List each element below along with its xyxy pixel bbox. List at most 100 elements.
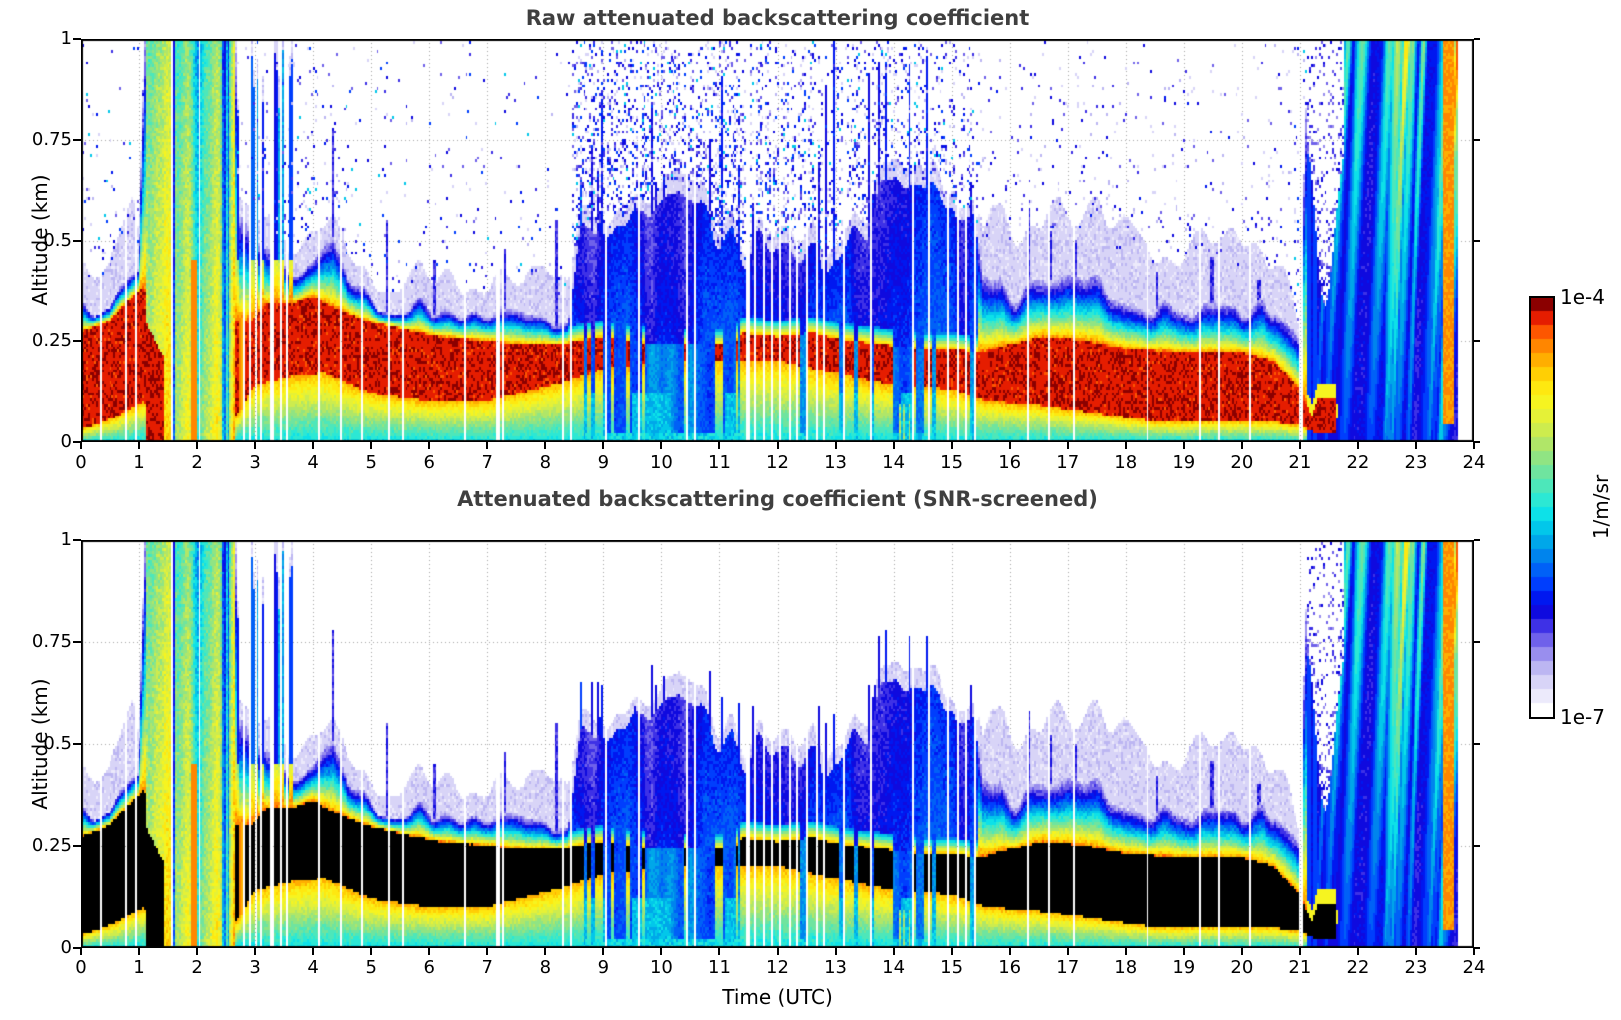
x-tick-label: 1 — [133, 957, 145, 978]
x-tick — [834, 948, 837, 955]
x-tick-label: 24 — [1462, 957, 1486, 978]
colorbar — [1529, 296, 1555, 719]
x-tick-label: 21 — [1288, 452, 1312, 473]
x-tick — [1008, 948, 1011, 955]
x-tick — [1414, 442, 1417, 449]
x-tick — [544, 442, 547, 449]
x-tick — [80, 948, 82, 955]
x-tick — [834, 442, 837, 449]
x-tick-label: 22 — [1346, 452, 1370, 473]
x-tick — [776, 442, 779, 449]
y-tick-label: 0 — [60, 431, 72, 452]
y-tick-label: 0.25 — [31, 835, 72, 856]
y-tick-right — [1474, 38, 1480, 40]
x-tick — [428, 948, 431, 955]
x-tick — [370, 442, 373, 449]
colorbar-max-label: 1e-4 — [1560, 285, 1605, 309]
x-tick — [370, 948, 373, 955]
y-tick-right — [1474, 743, 1480, 745]
x-tick-label: 3 — [249, 452, 261, 473]
y-tick — [73, 539, 81, 541]
x-tick — [718, 948, 721, 955]
x-axis-label: Time (UTC) — [722, 985, 833, 1009]
x-tick — [1356, 442, 1359, 449]
x-tick-label: 24 — [1462, 452, 1486, 473]
x-tick — [1124, 442, 1127, 449]
x-tick — [602, 442, 605, 449]
colorbar-gradient — [1531, 298, 1553, 717]
x-tick-label: 11 — [708, 452, 731, 473]
x-tick-label: 16 — [998, 452, 1022, 473]
y-tick-label: 1 — [60, 529, 72, 550]
x-tick — [1182, 948, 1185, 955]
x-tick — [138, 948, 141, 955]
x-tick-label: 7 — [481, 452, 493, 473]
x-tick — [1298, 948, 1301, 955]
x-tick-label: 8 — [539, 452, 552, 473]
x-tick — [486, 948, 489, 955]
x-tick-label: 0 — [75, 957, 87, 978]
x-tick-label: 5 — [365, 452, 377, 473]
x-tick — [1066, 948, 1069, 955]
y-tick-label: 0.75 — [31, 631, 72, 652]
x-tick — [1240, 442, 1243, 449]
x-tick — [776, 948, 779, 955]
x-tick-label: 6 — [423, 452, 435, 473]
x-tick-label: 16 — [998, 957, 1022, 978]
x-tick-label: 17 — [1056, 452, 1080, 473]
y-tick-label: 0.75 — [31, 128, 72, 150]
colorbar-min-label: 1e-7 — [1560, 705, 1605, 729]
x-tick — [602, 948, 605, 955]
x-tick-label: 15 — [940, 452, 964, 473]
screened-backscatter-heatmap — [81, 540, 1474, 948]
x-tick-label: 0 — [75, 452, 87, 473]
y-tick-right — [1474, 539, 1480, 541]
x-tick-label: 12 — [766, 957, 789, 978]
x-tick — [254, 442, 257, 449]
x-tick — [138, 442, 141, 449]
x-tick-label: 23 — [1404, 452, 1428, 473]
x-tick — [486, 442, 489, 449]
x-tick — [80, 442, 82, 449]
y-tick — [73, 947, 81, 949]
x-tick — [660, 948, 663, 955]
x-tick — [1473, 442, 1475, 449]
x-tick-label: 9 — [597, 957, 610, 978]
x-tick-label: 11 — [708, 957, 731, 978]
x-tick-label: 19 — [1172, 452, 1196, 473]
raw-backscatter-heatmap — [81, 39, 1474, 442]
x-tick-label: 20 — [1230, 957, 1254, 978]
x-tick-label: 10 — [649, 452, 673, 473]
x-tick — [1182, 442, 1185, 449]
x-tick — [718, 442, 721, 449]
x-tick-label: 4 — [307, 957, 319, 978]
y-tick — [73, 340, 81, 343]
x-tick — [1298, 442, 1301, 449]
x-tick — [196, 948, 199, 955]
x-tick — [312, 442, 315, 449]
x-tick-label: 21 — [1288, 957, 1312, 978]
y-tick — [73, 441, 81, 443]
y-tick-label: 0.5 — [43, 733, 72, 754]
bottom-panel-title: Attenuated backscattering coefficient (S… — [457, 487, 1098, 511]
x-tick-label: 19 — [1172, 957, 1196, 978]
x-tick-label: 2 — [191, 957, 203, 978]
x-tick-label: 22 — [1346, 957, 1370, 978]
y-tick-right — [1474, 138, 1480, 141]
y-tick — [73, 641, 81, 643]
x-tick-label: 14 — [882, 452, 906, 473]
x-tick — [950, 442, 953, 449]
colorbar-units-label: 1/m/sr — [1589, 474, 1613, 540]
x-tick-label: 20 — [1230, 452, 1254, 473]
y-tick — [73, 743, 81, 745]
x-tick-label: 13 — [824, 452, 847, 473]
x-tick-label: 15 — [940, 957, 964, 978]
x-tick — [950, 948, 953, 955]
x-tick — [892, 948, 895, 955]
x-tick-label: 13 — [824, 957, 847, 978]
x-tick — [254, 948, 257, 955]
x-tick-label: 5 — [365, 957, 377, 978]
y-tick-right — [1474, 947, 1480, 949]
x-tick — [660, 442, 663, 449]
